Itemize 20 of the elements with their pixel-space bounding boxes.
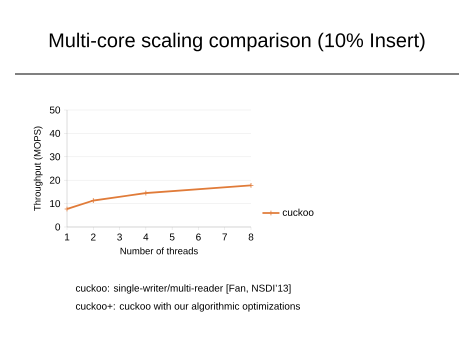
x-tick-label: 8 — [248, 234, 254, 241]
y-tick-label: 40 — [50, 130, 60, 137]
text: cuckoo: single-writer/multi-reader [Fan, NSDI’13] — [76, 284, 291, 294]
x-tick-label: 2 — [91, 234, 96, 240]
chart-title: Multi-core scaling comparison (10% Insert) — [50, 32, 425, 52]
x-tick-label: 4 — [143, 234, 148, 240]
x-axis-title: Number of threads — [120, 247, 198, 254]
text: cuckoo+: cuckoo with our algorithmic optimizations — [76, 302, 300, 312]
x-tick-label: 5 — [170, 234, 174, 240]
y-axis-title: Throughput (MOPS) — [34, 126, 43, 211]
x-tick-label: 1 — [64, 234, 70, 240]
y-tick-label: 0 — [55, 223, 60, 231]
y-tick-label: 20 — [50, 176, 60, 184]
x-tick-label: 6 — [196, 234, 201, 241]
y-tick-label: 50 — [50, 106, 60, 114]
legend-label: cuckoo — [282, 208, 314, 216]
y-tick-label: 10 — [50, 200, 60, 208]
x-tick-label: 7 — [222, 234, 227, 240]
x-tick-label: 3 — [117, 234, 122, 241]
y-tick-label: 30 — [50, 153, 60, 160]
